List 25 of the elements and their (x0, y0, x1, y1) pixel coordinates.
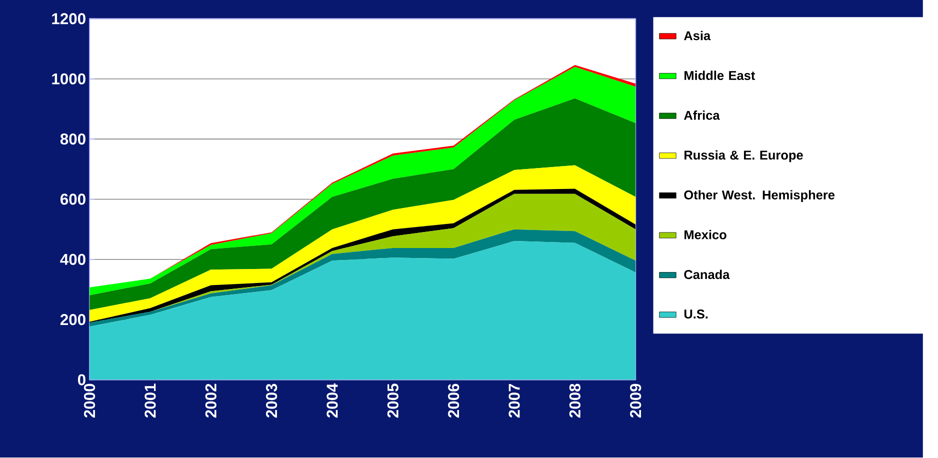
legend-label: Other West. Hemisphere (684, 190, 835, 202)
legend-label: Asia (684, 31, 711, 40)
legend-label: Africa (684, 110, 720, 120)
x-tick-label: 2009 (630, 384, 642, 418)
y-tick-label: 0 (78, 374, 86, 386)
y-tick-label: 800 (60, 134, 86, 145)
legend-label: Mexico (684, 230, 726, 240)
x-tick-label: 2001 (144, 384, 156, 418)
y-tick-label: 200 (60, 314, 86, 326)
x-tick-label: 2000 (84, 384, 96, 418)
y-tick-label: 1200 (52, 13, 86, 24)
y-tick-label: 1000 (52, 74, 86, 85)
legend-label: Middle East (684, 70, 756, 80)
x-tick-label: 2002 (205, 384, 216, 418)
x-tick-label: 2008 (569, 384, 580, 418)
x-tick-label: 2006 (448, 384, 460, 418)
x-tick-label: 2004 (326, 384, 338, 418)
y-tick-label: 400 (60, 254, 86, 266)
legend-label: Russia & E. Europe (684, 150, 803, 162)
legend-label: U.S. (684, 310, 708, 319)
x-tick-label: 2003 (266, 384, 278, 418)
legend-label: Canada (684, 270, 730, 280)
x-tick-label: 2007 (508, 384, 520, 418)
y-tick-label: 600 (60, 194, 86, 206)
x-tick-label: 2005 (387, 384, 398, 418)
